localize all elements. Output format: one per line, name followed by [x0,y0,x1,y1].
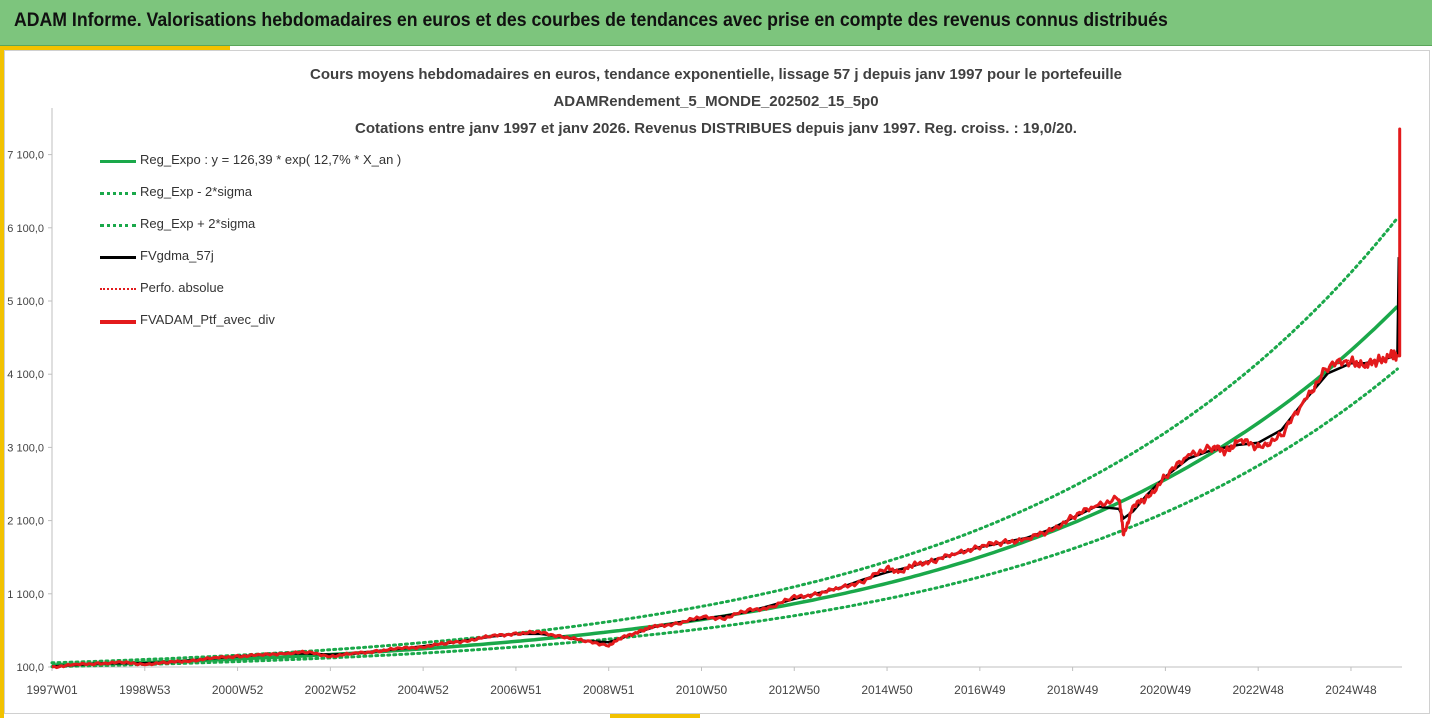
legend-swatch [100,224,136,227]
y-tick-label: 100,0 [16,662,44,674]
legend-label: Reg_Exp + 2*sigma [140,216,256,231]
x-tick-label: 2000W52 [212,683,264,697]
y-tick-label: 3 100,0 [7,442,44,454]
x-tick-label: 2018W49 [1047,683,1099,697]
y-tick-label: 6 100,0 [7,223,44,235]
chart-frame [4,50,1430,714]
x-tick-label: 2016W49 [954,683,1006,697]
x-tick-label: 2010W50 [676,683,728,697]
footer-accent-bottom [610,714,700,718]
series-reg-exp-minus-2sigma [50,367,1399,669]
legend-label: FVADAM_Ptf_avec_div [140,312,275,327]
y-tick-label: 7 100,0 [7,150,44,162]
x-tick-label: 2024W48 [1325,683,1377,697]
chart-series [50,127,1402,670]
series-reg-exp-plus-2sigma [50,216,1399,665]
chart-axes: 100,0 1 100,0 2 100,0 3 100,0 4 100,0 5 100,0… [7,108,1402,697]
report-title: ADAM Informe. Valorisations hebdomadaire… [14,10,1168,31]
legend-label: Perfo. absolue [140,280,224,295]
legend-label: Reg_Exp - 2*sigma [140,184,252,199]
banner-accent-left [0,46,4,718]
y-tick-label: 1 100,0 [7,589,44,601]
legend-swatch [100,288,136,290]
legend-swatch [100,320,136,324]
legend-swatch [100,192,136,195]
chart-title-line-2: ADAMRendement_5_MONDE_202502_15_5p0 [553,93,879,110]
x-tick-label: 2020W49 [1140,683,1192,697]
series-fvadam-ptf-avec-div [51,127,1402,670]
chart-title-line-1: Cours moyens hebdomadaires en euros, ten… [310,66,1122,83]
banner-accent-top [0,46,230,50]
x-tick-label: 2012W50 [769,683,821,697]
y-tick-label: 5 100,0 [7,296,44,308]
legend-swatch [100,160,136,163]
legend-label: FVgdma_57j [140,248,214,263]
x-tick-label: 1997W01 [26,683,78,697]
legend-label: Reg_Expo : y = 126,39 * exp( 12,7% * X_a… [140,152,402,167]
x-tick-label: 2008W51 [583,683,635,697]
chart-title-line-3: Cotations entre janv 1997 et janv 2026. … [355,120,1077,137]
series-reg-expo [51,305,1399,667]
report-banner: ADAM Informe. Valorisations hebdomadaire… [0,0,1432,46]
legend-swatch [100,256,136,259]
y-tick-label: 2 100,0 [7,516,44,528]
y-tick-label: 4 100,0 [7,369,44,381]
x-tick-label: 2004W52 [397,683,449,697]
x-tick-label: 2014W50 [861,683,913,697]
x-tick-label: 1998W53 [119,683,171,697]
x-tick-label: 2002W52 [305,683,357,697]
x-tick-label: 2022W48 [1232,683,1284,697]
x-tick-label: 2006W51 [490,683,542,697]
